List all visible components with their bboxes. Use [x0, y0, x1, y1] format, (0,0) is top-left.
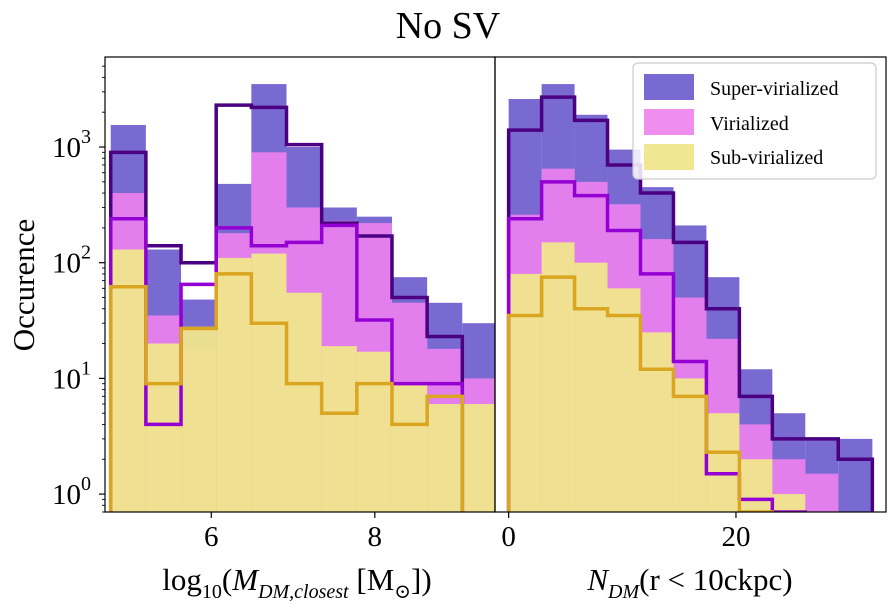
- legend-label-sub: Sub-virialized: [710, 147, 823, 169]
- x-tick-label-right-1: 20: [721, 521, 750, 553]
- bar-left-sub-virialized-4: [251, 253, 287, 512]
- x-tick-label-right-0: 0: [501, 521, 516, 553]
- axes-frame-right: [494, 56, 887, 513]
- legend: Super-virialized Virialized Sub-virializ…: [632, 62, 877, 180]
- bar-right-sub-virialized-7: [739, 459, 773, 512]
- step-left-sub-virialized-step: [108, 272, 465, 512]
- bar-left-sub-virialized-2: [181, 326, 217, 512]
- step-left-virialized-step: [108, 216, 465, 512]
- bar-left-sub-virialized-6: [321, 346, 357, 512]
- bar-left-sub-virialized-10: [462, 404, 495, 512]
- bar-right-sub-virialized-1: [541, 242, 575, 512]
- bar-left-sub-virialized-7: [356, 351, 392, 512]
- bar-left-sub-virialized-8: [391, 383, 428, 512]
- legend-label-super: Super-virialized: [710, 78, 838, 100]
- legend-swatch-virial: [644, 109, 694, 135]
- figure-title: No SV: [396, 5, 501, 47]
- y-tick-label-1: 101: [52, 357, 91, 395]
- plot-area-left: [108, 84, 495, 512]
- bar-right-sub-virialized-4: [640, 332, 674, 512]
- step-right-sub-virialized-step: [506, 275, 775, 512]
- legend-label-virial: Virialized: [710, 113, 789, 135]
- bar-left-sub-virialized-1: [145, 343, 182, 512]
- bar-right-sub-virialized-8: [772, 494, 806, 512]
- bar-left-sub-virialized-9: [427, 404, 463, 512]
- legend-swatch-sub: [644, 144, 694, 170]
- bar-right-sub-virialized-6: [706, 413, 740, 512]
- bar-right-sub-virialized-0: [508, 273, 542, 512]
- y-tick-label-0: 100: [52, 473, 91, 511]
- bar-right-sub-virialized-5: [673, 378, 707, 512]
- bar-right-sub-virialized-3: [607, 288, 641, 512]
- y-tick-label-3: 103: [52, 126, 91, 164]
- bar-right-virialized-9: [805, 473, 839, 512]
- step-left-super-virialized-step: [108, 103, 465, 512]
- legend-swatch-super: [644, 74, 694, 100]
- bar-left-sub-virialized-3: [216, 257, 252, 512]
- bar-left-sub-virialized-0: [110, 249, 146, 512]
- x-tick-label-left-1: 8: [368, 521, 383, 553]
- bar-left-sub-virialized-5: [286, 292, 322, 512]
- y-axis-label: Occurence: [6, 219, 41, 352]
- right-panel: 0 20: [494, 56, 887, 553]
- right-x-axis-label: NDM(r < 10ckpc): [586, 562, 792, 603]
- x-tick-label-left-0: 6: [204, 521, 219, 553]
- step-right-super-virialized-step: [506, 95, 875, 512]
- step-right-virialized-step: [506, 180, 808, 512]
- bar-right-super-virialized-10: [838, 438, 873, 512]
- plot-area-right: [506, 84, 875, 512]
- left-panel: 6 8 100 101 102 103: [52, 56, 496, 553]
- y-tick-label-2: 102: [52, 242, 91, 280]
- bar-right-sub-virialized-2: [574, 262, 608, 512]
- left-x-axis-label: log10(MDM,closest [M⊙]): [162, 562, 431, 603]
